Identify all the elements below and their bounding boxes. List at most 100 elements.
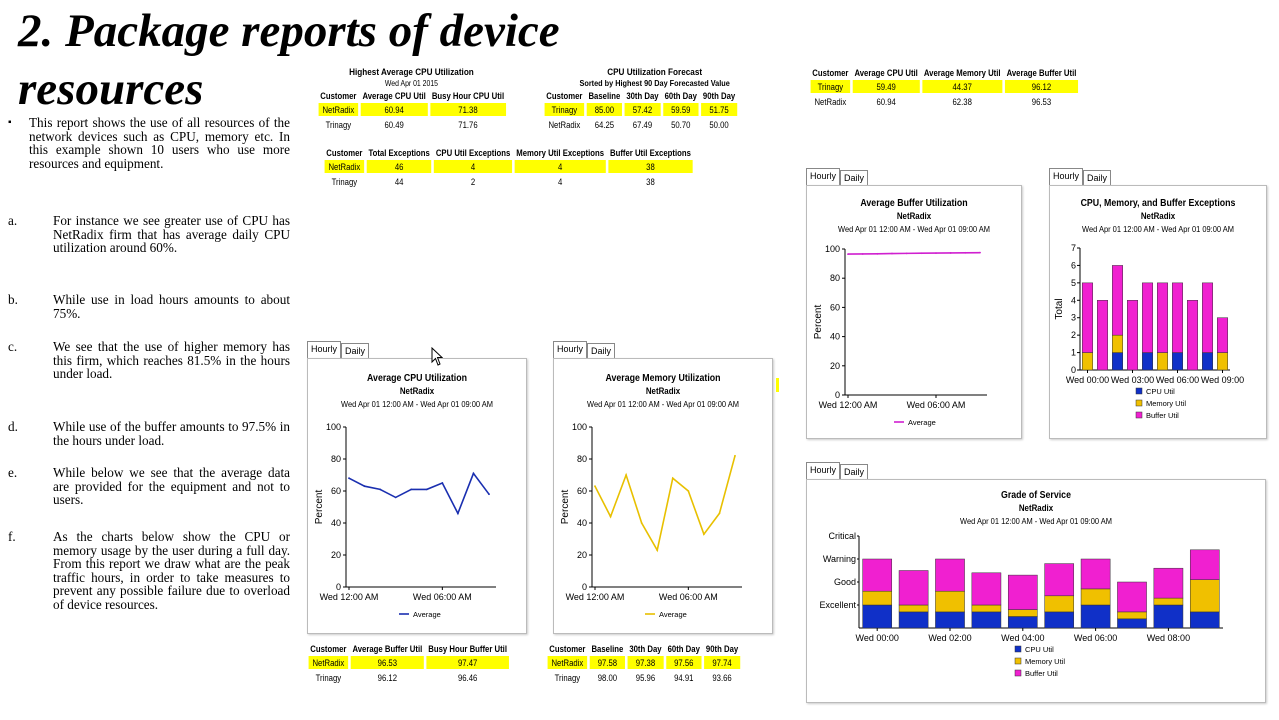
bar-segment bbox=[971, 604, 1002, 613]
tab-hourly[interactable]: Hourly bbox=[806, 462, 841, 481]
data-point bbox=[979, 251, 981, 254]
x-tick-label: Wed 02:00 bbox=[928, 633, 971, 643]
bullet-text: While use of the buffer amounts to 97.5%… bbox=[53, 419, 290, 448]
bar-segment bbox=[1082, 352, 1093, 371]
mouse-cursor-icon bbox=[431, 347, 443, 366]
column-header: Average CPU Util bbox=[362, 91, 426, 101]
tab-daily[interactable]: Daily bbox=[840, 464, 869, 481]
data-point bbox=[847, 253, 849, 256]
column-header: Average Buffer Util bbox=[352, 644, 423, 654]
cpu-util-table: Customer Average CPU Util Busy Hour CPU Ut… bbox=[316, 89, 508, 133]
legend-swatch bbox=[1135, 387, 1143, 395]
tab-hourly[interactable]: Hourly bbox=[1049, 168, 1084, 187]
tab-daily[interactable]: Daily bbox=[341, 343, 370, 360]
column-header: Memory Util Exceptions bbox=[516, 148, 605, 158]
x-tick-label: Wed 04:00 bbox=[1001, 633, 1044, 643]
table-subtitle: Wed Apr 01 2015 bbox=[384, 79, 438, 88]
table-row: NetRadix 64.25 67.49 50.70 50.00 bbox=[545, 118, 737, 131]
table-row: NetRadix 96.53 97.47 bbox=[308, 656, 509, 669]
bar-segment bbox=[1112, 334, 1123, 353]
table-title: CPU Utilization Forecast bbox=[607, 67, 703, 78]
legend-label: Memory Util bbox=[1025, 657, 1065, 666]
data-point bbox=[671, 477, 674, 480]
table-cell: 59.59 bbox=[662, 103, 699, 116]
data-point bbox=[410, 488, 413, 491]
y-tick-label: 40 bbox=[331, 518, 341, 528]
table-title: Highest Average CPU Utilization bbox=[349, 67, 474, 78]
table-cell: 98.00 bbox=[597, 672, 618, 683]
data-point bbox=[949, 252, 952, 254]
bar-segment bbox=[1007, 574, 1038, 610]
buffer-util-table: Customer Average Buffer Util Busy Hour Buf… bbox=[306, 642, 511, 686]
bar-segment bbox=[898, 604, 929, 613]
y-tick-label: 100 bbox=[326, 422, 341, 432]
tab-hourly[interactable]: Hourly bbox=[307, 341, 342, 360]
table-cell: 4 bbox=[514, 160, 606, 173]
bar-segment bbox=[1172, 352, 1183, 371]
data-point bbox=[891, 252, 893, 255]
table-row: Trinagy 60.49 71.76 bbox=[319, 118, 506, 131]
data-point bbox=[964, 251, 967, 254]
buffer-util-table-block: Customer Average Buffer Util Busy Hour Buf… bbox=[306, 642, 538, 686]
tab-bar: Hourly Daily bbox=[307, 341, 370, 360]
y-tick-label: 20 bbox=[830, 361, 840, 371]
y-tick-label: 0 bbox=[336, 582, 341, 592]
column-header: 90th Day bbox=[702, 91, 736, 101]
legend-swatch bbox=[1135, 399, 1143, 407]
table-cell: 96.53 bbox=[1031, 96, 1052, 107]
bar-segment bbox=[1007, 609, 1038, 617]
bullet-b: b. While use in load hours amounts to ab… bbox=[8, 293, 290, 320]
y-tick-label: Excellent bbox=[819, 600, 856, 610]
table-cell: 59.49 bbox=[852, 80, 920, 93]
chart-title: Average Buffer Utilization bbox=[860, 198, 968, 209]
legend-swatch bbox=[1014, 669, 1022, 677]
table-cell: 64.25 bbox=[594, 119, 615, 130]
exceptions-table-block: Customer Total Exceptions CPU Util Excepti… bbox=[322, 146, 787, 190]
bullet-text: While below we see that the average data… bbox=[53, 465, 290, 508]
chart-subtitle: NetRadix bbox=[1140, 211, 1176, 221]
y-tick-label: 0 bbox=[582, 582, 587, 592]
tab-bar: Hourly Daily bbox=[553, 341, 616, 360]
table-cell: 2 bbox=[470, 176, 476, 187]
bullet-marker: ▪ bbox=[8, 117, 12, 128]
column-header: 60th Day bbox=[664, 91, 697, 101]
tab-hourly[interactable]: Hourly bbox=[553, 341, 588, 360]
column-header: Busy Hour CPU Util bbox=[431, 91, 505, 101]
bar-segment bbox=[1080, 604, 1111, 629]
tab-daily[interactable]: Daily bbox=[1083, 170, 1112, 187]
buffer-forecast-table: Customer Baseline 30th Day 60th Day 90th Day… bbox=[545, 642, 742, 686]
data-point bbox=[640, 522, 643, 524]
y-axis-title: Total bbox=[1054, 298, 1065, 319]
tab-daily[interactable]: Daily bbox=[840, 170, 869, 187]
column-header: Customer bbox=[320, 91, 357, 101]
bar-segment bbox=[1112, 265, 1123, 336]
x-tick-label: Wed 00:00 bbox=[1066, 375, 1109, 385]
data-point bbox=[394, 496, 397, 499]
exceptions-bar-chart: 0 1 2 3 4 5 6 7 Total Wed 00:00 Wed 03:00 Wed 06:00… bbox=[1054, 243, 1244, 420]
bar-segment bbox=[1189, 549, 1220, 580]
chart-date-range: Wed Apr 01 12:00 AM - Wed Apr 01 09:00 A… bbox=[1082, 224, 1234, 234]
chart-title: CPU, Memory, and Buffer Exceptions bbox=[1080, 198, 1236, 209]
x-tick-label: Wed 03:00 bbox=[1111, 375, 1154, 385]
y-axis-title: Percent bbox=[560, 490, 571, 525]
data-point bbox=[379, 488, 382, 491]
tab-bar: Hourly Daily bbox=[806, 462, 869, 481]
tab-daily[interactable]: Daily bbox=[587, 343, 616, 360]
bar-segment bbox=[898, 570, 929, 606]
y-tick-label: 100 bbox=[572, 422, 587, 432]
tab-hourly[interactable]: Hourly bbox=[806, 168, 841, 187]
legend-swatch bbox=[1014, 657, 1022, 665]
cpu-forecast-table: Customer Baseline 30th Day 60th Day 90th Day… bbox=[542, 89, 739, 133]
buffer-forecast-table-block: Customer Baseline 30th Day 60th Day 90th Day… bbox=[545, 642, 794, 686]
table-cell: 85.00 bbox=[586, 103, 623, 116]
chart-subtitle: NetRadix bbox=[1018, 503, 1054, 513]
table-cell: 97.74 bbox=[704, 656, 740, 669]
cpu-line-chart: 0 20 40 60 80 100 Wed 12:00 AM Wed 06:00 AM Perc… bbox=[314, 422, 496, 619]
table-cell: 93.66 bbox=[712, 672, 732, 683]
y-tick-label: 80 bbox=[830, 273, 840, 283]
table-cell: 95.96 bbox=[635, 672, 656, 683]
table-cell: 60.49 bbox=[384, 119, 404, 130]
bullet-marker: e. bbox=[8, 465, 18, 480]
bar-segment bbox=[1080, 558, 1111, 590]
y-axis-title: Percent bbox=[314, 490, 325, 525]
